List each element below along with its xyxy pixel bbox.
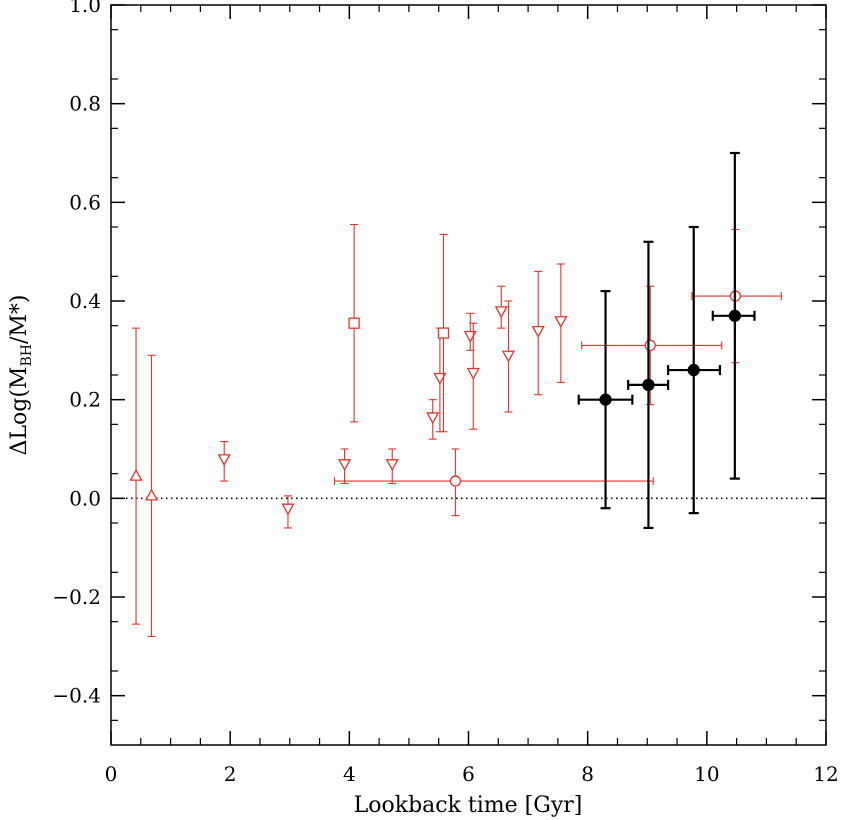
x-tick-label: 6: [462, 762, 475, 786]
data-point-triangle-down: [501, 300, 516, 413]
marker-circle: [728, 309, 741, 322]
data-point-circle: [627, 240, 670, 530]
marker-triangle-down: [385, 459, 399, 472]
marker-triangle-down: [501, 350, 516, 363]
marker-triangle-up: [129, 468, 143, 481]
data-layer: [129, 151, 782, 638]
marker-triangle-down: [463, 330, 477, 343]
x-tick-label: 8: [581, 762, 594, 786]
data-point-triangle-up: [129, 327, 143, 625]
data-point-circle: [691, 228, 782, 364]
y-axis-label: ΔLog(MBH/M*): [7, 295, 35, 456]
y-tick-label: −0.4: [52, 684, 101, 708]
marker-triangle-up: [144, 488, 159, 501]
data-point-triangle-down: [426, 399, 440, 440]
data-point-triangle-down: [531, 270, 545, 396]
x-axis-label: Lookback time [Gyr]: [354, 793, 583, 818]
data-point-triangle-down: [463, 312, 477, 351]
data-point-triangle-down: [337, 448, 352, 485]
y-tick-label: 0.2: [69, 388, 101, 412]
x-tick-label: 10: [694, 762, 719, 786]
y-axis-label-suffix: /M*): [7, 295, 32, 345]
data-point-triangle-down: [217, 441, 231, 482]
x-tick-label: 12: [813, 762, 838, 786]
y-axis-label-prefix: ΔLog(M: [7, 367, 32, 456]
ticks-layer: 0 2 4 6 8 10 12 −0.4 −0.2 0.0 0.2 0.4 0.6 0.8 1.0: [52, 0, 838, 786]
y-tick-label: 0.0: [69, 486, 101, 510]
y-tick-label: −0.2: [52, 585, 101, 609]
marker-triangle-down: [426, 412, 440, 425]
y-tick-label: 0.8: [69, 92, 101, 116]
data-point-square: [437, 233, 450, 433]
data-point-triangle-down: [494, 285, 508, 329]
data-point-triangle-down: [385, 448, 399, 485]
data-point-triangle-down: [466, 322, 480, 430]
y-tick-label: 0.4: [69, 289, 101, 313]
x-tick-label: 0: [105, 762, 118, 786]
y-tick-label: 0.6: [69, 190, 101, 214]
marker-triangle-down: [494, 306, 508, 319]
data-point-triangle-down: [281, 495, 295, 529]
marker-triangle-down: [217, 454, 231, 467]
data-point-triangle-down: [554, 263, 568, 383]
marker-circle: [449, 475, 462, 487]
marker-square: [437, 327, 450, 339]
marker-circle: [644, 339, 656, 352]
marker-triangle-down: [281, 503, 295, 516]
data-point-triangle-up: [144, 354, 159, 638]
y-axis-label-subscript: BH: [19, 344, 35, 367]
marker-triangle-down: [433, 372, 447, 385]
x-tick-label: 2: [224, 762, 237, 786]
x-tick-label: 4: [343, 762, 356, 786]
marker-triangle-down: [554, 316, 568, 329]
data-point-square: [348, 223, 360, 423]
y-tick-label: 1.0: [69, 0, 101, 17]
marker-triangle-down: [531, 325, 545, 338]
marker-circle: [642, 378, 655, 392]
data-point-circle: [577, 290, 634, 510]
data-point-circle: [333, 448, 654, 517]
data-point-circle: [667, 225, 722, 515]
marker-square: [348, 317, 360, 329]
marker-circle: [687, 363, 700, 377]
plot-frame: [110, 4, 827, 746]
data-point-circle: [711, 151, 756, 480]
marker-triangle-down: [337, 459, 352, 472]
marker-triangle-down: [466, 367, 480, 380]
marker-circle: [599, 393, 612, 406]
